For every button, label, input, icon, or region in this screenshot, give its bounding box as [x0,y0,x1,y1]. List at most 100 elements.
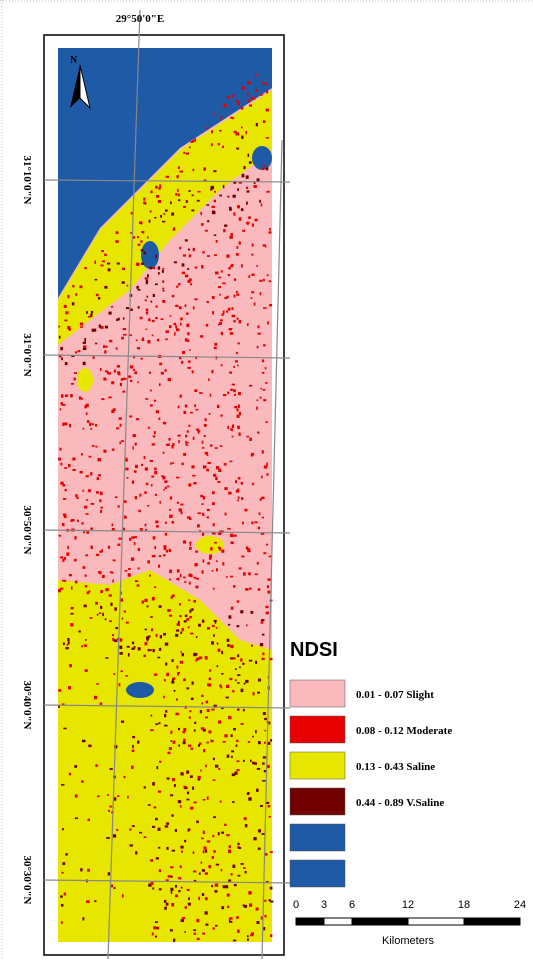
speckle [224,463,227,466]
speckle [159,555,161,557]
speckle [143,198,145,201]
speckle [212,625,215,627]
speckle [150,460,153,462]
speckle [174,323,177,325]
speckle [99,499,101,502]
legend-swatch [290,680,345,707]
speckle [186,313,189,315]
speckle [231,307,233,310]
speckle [83,342,86,344]
speckle [263,389,266,391]
speckle [206,127,208,129]
speckle [241,127,243,129]
speckle [141,249,144,251]
speckle [198,897,200,900]
speckle [166,550,168,553]
latitude-label: 30°30'0"N [21,855,33,904]
speckle [248,154,250,157]
speckle [163,290,165,292]
speckle [250,934,253,936]
speckle [234,772,237,775]
speckle [205,872,208,874]
legend-swatch [290,824,345,851]
speckle [201,223,204,226]
speckle [221,651,223,654]
speckle [91,546,93,549]
speckle [194,389,197,392]
speckle [162,268,164,270]
speckle [267,578,270,580]
speckle [242,86,245,89]
speckle [244,817,247,820]
speckle [201,727,204,729]
speckle [227,528,230,530]
speckle [179,306,182,309]
speckle [266,137,269,139]
speckle [215,765,218,768]
speckle [217,643,219,645]
speckle [172,850,175,852]
speckle [201,862,203,864]
speckle [257,431,259,433]
speckle [170,463,172,465]
speckle [149,220,151,223]
speckle [178,194,180,197]
speckle [61,784,64,786]
speckle [72,302,75,305]
speckle [238,392,241,395]
speckle [256,789,259,792]
speckle [189,710,191,712]
speckle [237,188,239,191]
speckle [149,574,151,576]
speckle [112,638,114,641]
speckle [74,765,77,768]
speckle [79,285,82,288]
scale-segment [296,918,324,925]
speckle [114,370,116,373]
speckle [176,477,179,479]
speckle [170,866,173,868]
speckle [232,95,234,98]
speckle [226,311,228,313]
speckle [185,435,187,438]
speckle [227,196,229,198]
speckle [178,890,180,892]
speckle [134,542,136,545]
speckle [152,826,155,828]
speckle [186,153,189,155]
speckle [262,82,264,85]
speckle [161,372,164,375]
speckle [194,563,197,566]
speckle [217,665,219,667]
speckle [150,390,152,392]
speckle [253,692,255,695]
speckle [192,169,194,171]
speckle [151,476,154,478]
speckle [171,462,174,464]
speckle [126,622,129,624]
speckle [70,623,73,626]
speckle [182,263,185,266]
scale-tick-label: 24 [514,899,526,911]
speckle [237,318,239,320]
speckle [134,646,136,649]
speckle [71,383,74,385]
speckle [211,143,213,146]
speckle [113,834,116,837]
speckle [237,102,240,105]
speckle [169,325,172,328]
speckle [245,588,248,591]
speckle [165,825,168,827]
speckle [95,424,97,427]
speckle [238,432,240,435]
speckle [155,317,157,319]
speckle [117,371,120,374]
speckle [157,339,159,342]
speckle [81,780,83,783]
speckle [109,340,112,342]
speckle [59,336,61,339]
speckle [128,573,131,576]
speckle [188,190,190,192]
speckle [121,378,124,380]
speckle [252,243,254,246]
